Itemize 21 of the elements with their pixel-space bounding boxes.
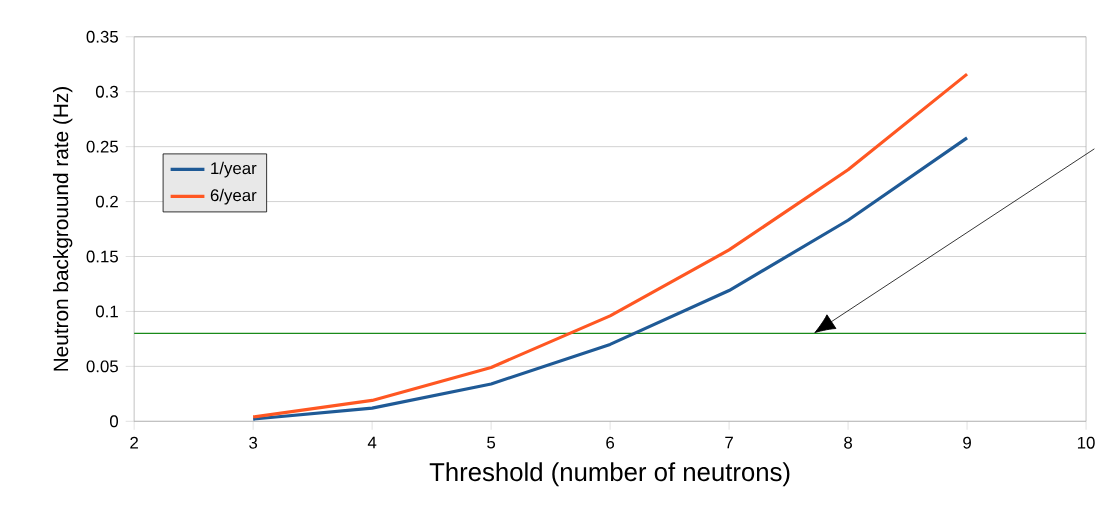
- y-tick-label: 0.1: [95, 305, 118, 318]
- legend-label: 6/year: [210, 188, 257, 205]
- y-tick-label: 0.2: [95, 195, 118, 208]
- x-tick-label: 2: [130, 436, 138, 449]
- y-axis-title: Neutron backgrouund rate (Hz): [52, 87, 73, 371]
- legend-label: 1/year: [211, 161, 257, 178]
- x-tick-label: 4: [367, 436, 377, 449]
- x-tick-label: 3: [249, 436, 258, 449]
- y-tick-label: 0: [109, 415, 119, 428]
- x-axis-title: Threshold (number of neutrons): [429, 462, 790, 487]
- y-tick-label: 0.25: [86, 140, 118, 153]
- x-tick-label: 7: [725, 436, 733, 449]
- y-tick-label: 0.35: [86, 30, 118, 43]
- x-tick-label: 10: [1077, 436, 1095, 449]
- x-tick-label: 9: [963, 436, 971, 449]
- x-tick-label: 6: [606, 436, 615, 449]
- y-tick-label: 0.05: [86, 360, 118, 373]
- x-tick-label: 8: [844, 436, 853, 449]
- y-tick-label: 0.15: [86, 250, 118, 263]
- x-tick-label: 5: [487, 436, 496, 449]
- y-tick-label: 0.3: [95, 85, 118, 98]
